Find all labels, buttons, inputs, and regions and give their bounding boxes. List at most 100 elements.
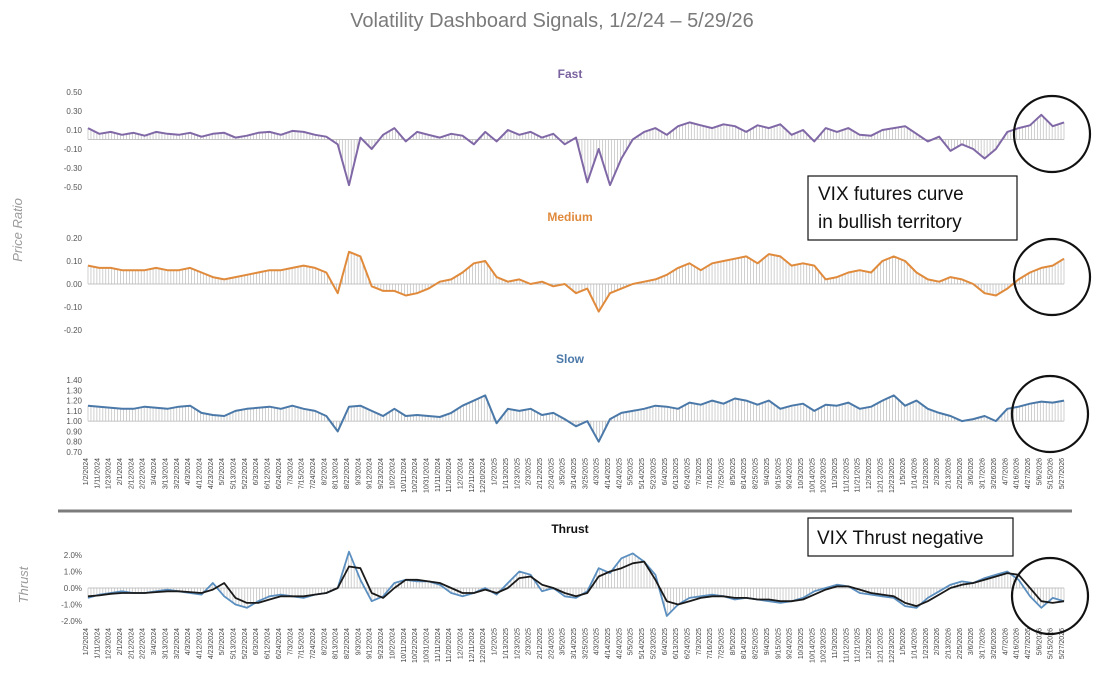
x-tick-label: 1/14/2026 <box>911 628 918 659</box>
x-tick-label: 5/22/2024 <box>242 628 249 659</box>
y-tick-label: -1.0% <box>61 601 82 610</box>
y-tick-label: 2.0% <box>64 551 82 560</box>
x-tick-label: 3/22/2024 <box>174 628 181 659</box>
x-tick-label: 3/6/2026 <box>968 628 975 655</box>
x-tick-label: 5/5/2025 <box>628 628 635 655</box>
annotation-thrust-text: VIX Thrust negative <box>817 528 984 549</box>
x-tick-label: 4/27/2026 <box>1025 628 1032 659</box>
x-tick-label: 5/13/2024 <box>231 628 238 659</box>
x-tick-label: 5/6/2026 <box>1036 458 1043 485</box>
x-tick-label: 3/14/2025 <box>571 458 578 489</box>
x-tick-label: 2/12/2025 <box>537 628 544 659</box>
x-tick-label: 5/22/2024 <box>242 458 249 489</box>
x-tick-label: 5/27/2026 <box>1059 458 1066 489</box>
x-tick-label: 2/22/2024 <box>140 628 147 659</box>
x-tick-label: 12/20/2024 <box>480 458 487 493</box>
price-ratio-axis-label: Price Ratio <box>10 198 25 262</box>
series-line-medium <box>87 250 1065 313</box>
x-tick-label: 12/12/2025 <box>877 458 884 493</box>
x-tick-label: 10/3/2025 <box>798 458 805 489</box>
x-tick-label: 4/27/2026 <box>1025 458 1032 489</box>
annotation-bullish-line2: in bullish territory <box>818 212 962 233</box>
x-tick-label: 1/2/2024 <box>83 628 90 655</box>
y-tick-label: 0.90 <box>66 427 82 436</box>
x-tick-label: 2/12/2024 <box>128 628 135 659</box>
x-tick-label: 11/12/2025 <box>843 458 850 493</box>
x-tick-label: 7/3/2024 <box>287 628 294 655</box>
x-tick-label: 11/11/2024 <box>435 628 442 662</box>
x-tick-label: 6/3/2024 <box>253 628 260 655</box>
x-tick-label: 7/15/2024 <box>299 628 306 659</box>
x-tick-label: 10/22/2024 <box>412 628 419 663</box>
x-tick-label: 9/24/2025 <box>787 628 794 659</box>
panel-title-medium: Medium <box>547 210 592 224</box>
x-tick-label: 6/24/2024 <box>276 458 283 489</box>
x-tick-label: 11/12/2025 <box>843 628 850 663</box>
x-tick-label: 4/14/2025 <box>605 628 612 659</box>
x-tick-label: 9/15/2025 <box>775 458 782 489</box>
x-tick-label: 7/15/2024 <box>299 458 306 489</box>
x-tick-label: 2/12/2025 <box>537 458 544 489</box>
x-tick-label: 12/2/2024 <box>458 458 465 489</box>
x-tick-label: 7/3/2025 <box>696 628 703 655</box>
x-tick-label: 10/23/2025 <box>821 628 828 663</box>
x-tick-label: 10/3/2025 <box>798 628 805 659</box>
x-tick-label: 8/13/2024 <box>333 628 340 659</box>
x-tick-label: 1/14/2026 <box>911 458 918 489</box>
x-tick-label: 7/25/2025 <box>719 628 726 659</box>
x-tick-label: 11/3/2025 <box>832 458 839 489</box>
x-tick-label: 11/11/2024 <box>435 458 442 492</box>
x-tick-label: 3/14/2025 <box>571 628 578 659</box>
x-tick-label: 5/15/2026 <box>1048 628 1055 659</box>
x-tick-label: 1/5/2026 <box>900 458 907 485</box>
x-tick-label: 8/2/2024 <box>321 628 328 655</box>
y-tick-label: -0.50 <box>64 183 83 192</box>
y-tick-label: 0.00 <box>66 280 82 289</box>
thrust-axis-label: Thrust <box>16 565 31 603</box>
annotation-bullish-line1: VIX futures curve <box>818 184 964 205</box>
x-tick-label: 12/3/2025 <box>866 628 873 659</box>
x-tick-label: 10/11/2024 <box>401 458 408 493</box>
x-tick-label: 8/25/2025 <box>753 628 760 659</box>
x-tick-label: 5/6/2026 <box>1036 628 1043 655</box>
x-tick-label: 1/23/2024 <box>106 458 113 489</box>
x-tick-label: 3/17/2026 <box>980 458 987 489</box>
x-tick-label: 3/17/2026 <box>980 628 987 659</box>
y-tick-label: 1.10 <box>66 407 82 416</box>
x-tick-label: 10/14/2025 <box>809 458 816 493</box>
x-tick-label: 9/23/2024 <box>378 458 385 489</box>
x-tick-label: 9/3/2024 <box>355 458 362 485</box>
x-tick-label: 4/3/2024 <box>185 458 192 485</box>
x-tick-label: 7/24/2024 <box>310 458 317 489</box>
x-tick-label: 2/25/2026 <box>957 458 964 489</box>
x-tick-label: 6/4/2025 <box>662 628 669 655</box>
x-tick-label: 3/25/2025 <box>582 628 589 659</box>
x-tick-label: 3/5/2025 <box>560 458 567 485</box>
x-tick-label: 10/11/2024 <box>401 628 408 663</box>
x-tick-label: 3/26/2026 <box>991 628 998 659</box>
x-tick-label: 6/24/2025 <box>684 628 691 659</box>
x-tick-label: 10/31/2024 <box>423 628 430 663</box>
x-tick-label: 10/2/2024 <box>389 458 396 489</box>
x-tick-label: 4/3/2025 <box>594 628 601 655</box>
y-tick-label: 0.10 <box>66 257 82 266</box>
y-tick-label: -0.30 <box>64 164 83 173</box>
highlight-circle-slow <box>1010 374 1090 454</box>
panel-thrust: Thrust 2.0% 1.0% 0.0% -1.0% -2.0%1/2/2024 1/11… <box>61 522 1066 663</box>
y-tick-label: -0.20 <box>64 326 83 335</box>
x-tick-label: 6/12/2024 <box>265 628 272 659</box>
x-tick-label: 12/3/2025 <box>866 458 873 489</box>
x-tick-label: 12/20/2024 <box>480 628 487 663</box>
x-tick-label: 10/14/2025 <box>809 628 816 663</box>
panel-slow: Slow1.401.301.201.101.000.900.800.701/2/… <box>66 352 1066 493</box>
x-tick-label: 5/23/2025 <box>650 458 657 489</box>
x-tick-label: 9/23/2024 <box>378 628 385 659</box>
x-tick-label: 4/12/2024 <box>196 458 203 489</box>
series-line-slow <box>87 394 1065 443</box>
x-tick-label: 3/13/2024 <box>162 628 169 659</box>
series-line-fast <box>87 113 1065 187</box>
x-tick-label: 3/4/2024 <box>151 628 158 655</box>
x-tick-label: 8/5/2025 <box>730 628 737 655</box>
x-tick-label: 10/23/2025 <box>821 458 828 493</box>
x-tick-label: 1/23/2026 <box>923 458 930 489</box>
